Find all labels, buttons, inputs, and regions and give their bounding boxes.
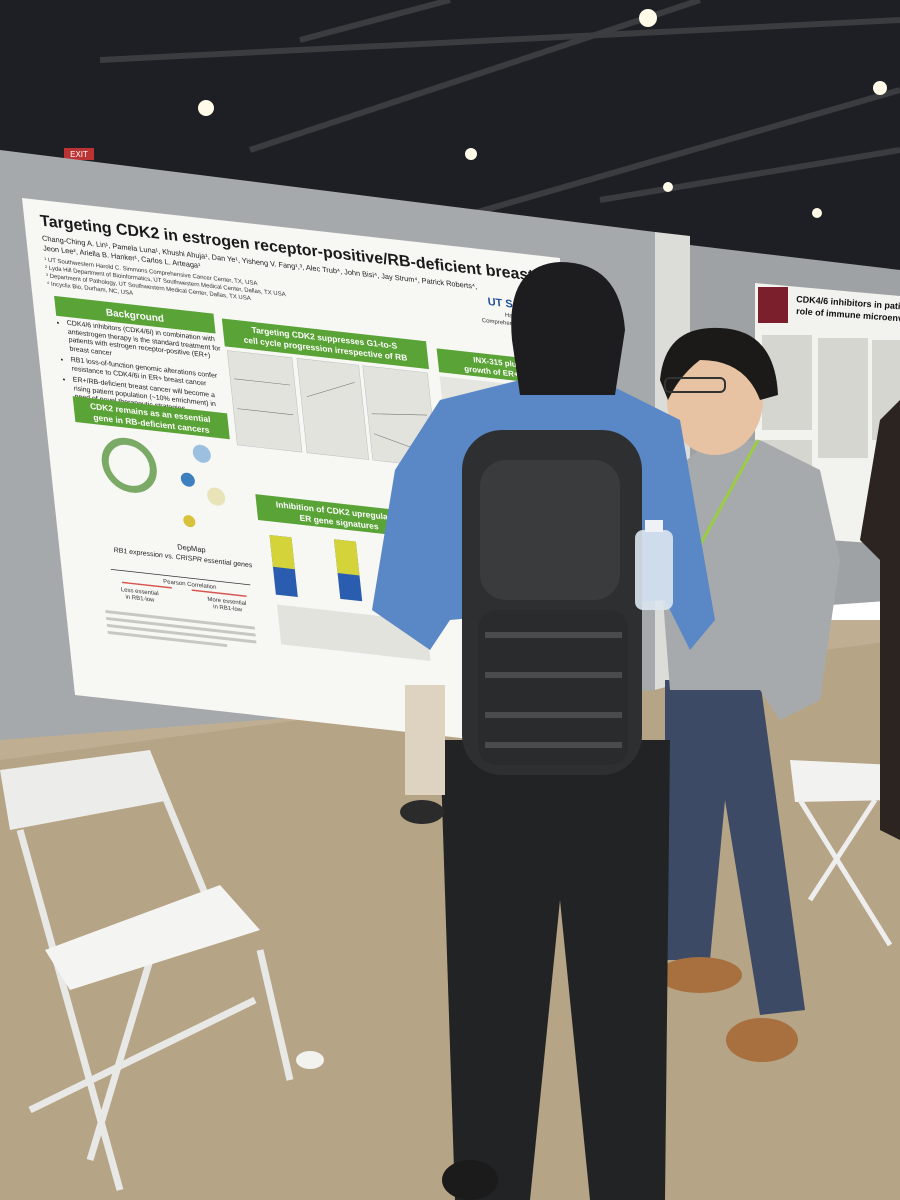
section-header xyxy=(255,494,423,539)
cycle-diagram xyxy=(101,437,157,493)
chair xyxy=(797,798,893,947)
person-right xyxy=(658,327,840,1062)
chair-back xyxy=(0,750,170,830)
seated-legs xyxy=(405,685,445,795)
section-header xyxy=(221,318,429,370)
figure-title: DepMap xyxy=(177,542,206,554)
exit-sign xyxy=(64,148,94,160)
arrow-label: Less essential xyxy=(121,587,159,597)
chair-seat xyxy=(790,760,895,802)
heatmap xyxy=(333,539,360,576)
diagram-node xyxy=(183,515,196,528)
arrow-label: in RB1-low xyxy=(213,604,243,613)
lights xyxy=(198,9,887,218)
side-logo xyxy=(758,287,788,323)
logo-sub: Comprehensive Ca xyxy=(482,318,534,330)
cup xyxy=(296,1051,324,1069)
caption-lines xyxy=(105,609,257,648)
arrow xyxy=(191,589,247,598)
person-front xyxy=(372,262,715,1200)
axis-label: Pearson Correlation xyxy=(163,579,217,591)
exit-text: EXIT xyxy=(70,150,88,159)
axis-line xyxy=(110,568,251,586)
trusses xyxy=(99,0,900,223)
diagram-node xyxy=(180,472,195,487)
arrow-label: in RB1-low xyxy=(125,595,155,604)
arrow-label: More essential xyxy=(207,597,246,607)
molle-straps xyxy=(485,632,622,748)
heatmap xyxy=(269,534,295,570)
diagram-node xyxy=(207,487,226,506)
section-header xyxy=(54,295,216,334)
shoe xyxy=(400,800,444,824)
diagram-node xyxy=(192,444,211,463)
arrow xyxy=(121,581,172,589)
section-header xyxy=(72,396,230,440)
person-edge xyxy=(860,400,900,840)
chair-seat xyxy=(45,885,260,990)
